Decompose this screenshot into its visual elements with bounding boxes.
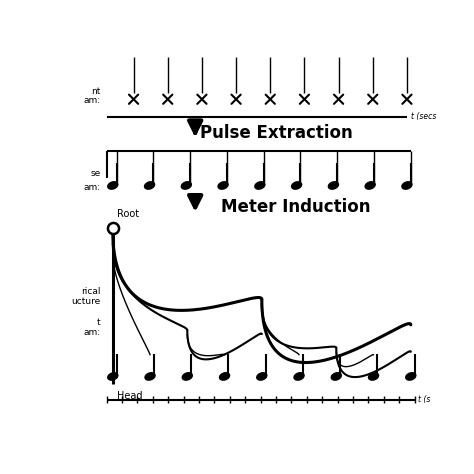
Text: se: se bbox=[90, 169, 100, 178]
Text: Head: Head bbox=[117, 391, 142, 401]
Ellipse shape bbox=[406, 373, 416, 380]
Ellipse shape bbox=[328, 182, 338, 189]
Text: Meter Induction: Meter Induction bbox=[220, 198, 370, 216]
Ellipse shape bbox=[182, 373, 192, 380]
Ellipse shape bbox=[294, 373, 304, 380]
Ellipse shape bbox=[181, 182, 191, 189]
Text: Pulse Extraction: Pulse Extraction bbox=[200, 124, 352, 142]
Text: t: t bbox=[97, 318, 100, 327]
Ellipse shape bbox=[108, 182, 118, 189]
Text: am:: am: bbox=[83, 328, 100, 337]
Ellipse shape bbox=[292, 182, 301, 189]
Ellipse shape bbox=[108, 373, 118, 380]
Ellipse shape bbox=[145, 182, 155, 189]
Text: am:: am: bbox=[83, 96, 100, 105]
Ellipse shape bbox=[255, 182, 265, 189]
Ellipse shape bbox=[368, 373, 379, 380]
Text: am:: am: bbox=[83, 182, 100, 191]
Text: rical: rical bbox=[81, 287, 100, 296]
Text: ucture: ucture bbox=[71, 297, 100, 306]
Text: nt: nt bbox=[91, 87, 100, 96]
Ellipse shape bbox=[218, 182, 228, 189]
Ellipse shape bbox=[331, 373, 341, 380]
Text: t (s: t (s bbox=[418, 395, 430, 404]
Text: Root: Root bbox=[117, 209, 139, 219]
Text: t (secs: t (secs bbox=[411, 112, 436, 121]
Ellipse shape bbox=[257, 373, 267, 380]
Ellipse shape bbox=[145, 373, 155, 380]
Ellipse shape bbox=[365, 182, 375, 189]
Ellipse shape bbox=[219, 373, 229, 380]
Ellipse shape bbox=[402, 182, 412, 189]
